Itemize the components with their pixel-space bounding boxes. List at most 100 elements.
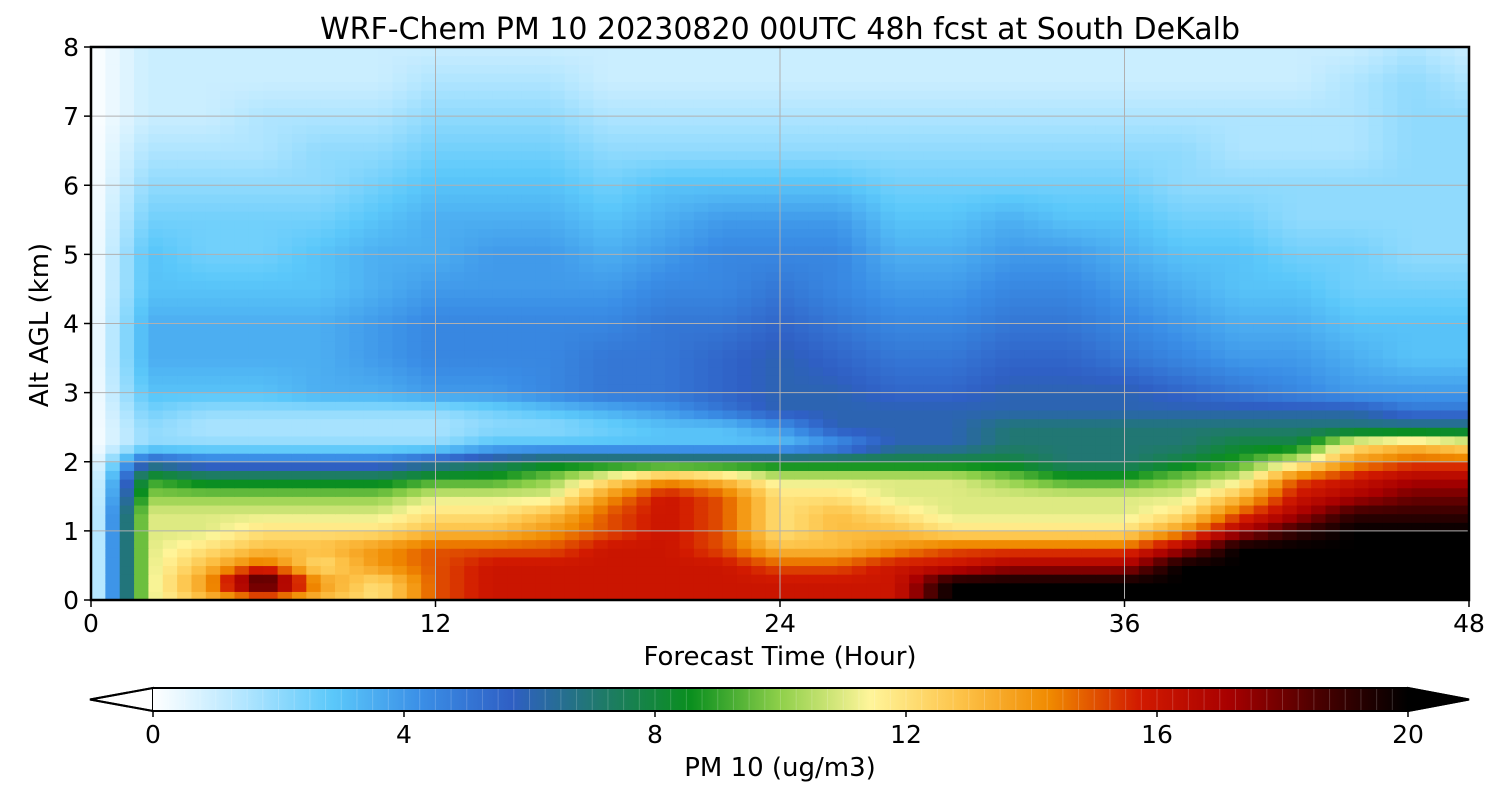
heatmap-cell <box>378 332 394 342</box>
heatmap-cell <box>665 219 681 230</box>
heatmap-cell <box>320 392 336 402</box>
heatmap-cell <box>866 306 882 316</box>
heatmap-cell <box>1095 211 1111 221</box>
heatmap-cell <box>1296 504 1312 515</box>
heatmap-cell <box>909 409 925 420</box>
heatmap-cell <box>1440 375 1456 385</box>
heatmap-cell <box>909 418 925 428</box>
heatmap-cell <box>952 392 968 402</box>
heatmap-cell <box>148 513 164 523</box>
heatmap-cell <box>1196 418 1212 428</box>
heatmap-cell <box>794 254 810 264</box>
heatmap-cell <box>1339 332 1355 342</box>
heatmap-cell <box>363 150 379 160</box>
heatmap-cell <box>1382 193 1398 204</box>
heatmap-cell <box>435 504 451 515</box>
heatmap-cell <box>708 470 724 480</box>
heatmap-cell <box>722 401 738 411</box>
heatmap-cell <box>1397 280 1413 290</box>
heatmap-cell <box>837 487 853 497</box>
heatmap-cell <box>1311 245 1327 255</box>
heatmap-cell <box>1397 288 1413 299</box>
heatmap-cell <box>1268 280 1283 290</box>
heatmap-cell <box>1339 219 1355 230</box>
heatmap-cell <box>722 193 738 204</box>
heatmap-cell <box>823 254 839 264</box>
heatmap-cell <box>1038 366 1054 376</box>
heatmap-cell <box>780 263 795 273</box>
heatmap-cell <box>521 185 537 195</box>
heatmap-cell <box>435 530 451 541</box>
heatmap-cell <box>1440 254 1456 264</box>
heatmap-cell <box>406 254 422 264</box>
heatmap-cell <box>880 340 896 351</box>
heatmap-cell <box>320 548 336 558</box>
heatmap-cell <box>162 591 178 600</box>
heatmap-cell <box>421 254 437 264</box>
heatmap-cell <box>148 539 164 549</box>
heatmap-cell <box>736 435 752 446</box>
heatmap-cell <box>1210 349 1226 359</box>
heatmap-cell <box>1124 444 1140 454</box>
heatmap-cell <box>1009 375 1025 385</box>
heatmap-cell <box>406 427 422 437</box>
heatmap-cell <box>579 237 594 247</box>
heatmap-cell <box>406 340 422 351</box>
heatmap-cell <box>148 504 164 515</box>
heatmap-cell <box>679 288 695 299</box>
heatmap-cell <box>191 297 207 307</box>
heatmap-cell <box>780 332 795 342</box>
heatmap-cell <box>378 504 394 515</box>
heatmap-cell <box>837 202 853 212</box>
heatmap-cell <box>1124 193 1140 204</box>
heatmap-cell <box>1067 167 1083 178</box>
heatmap-cell <box>134 582 150 592</box>
heatmap-cell <box>1124 582 1140 592</box>
heatmap-cell <box>751 263 767 273</box>
heatmap-cell <box>837 539 853 549</box>
heatmap-cell <box>1454 453 1469 463</box>
heatmap-cell <box>1354 522 1370 532</box>
heatmap-cell <box>464 185 480 195</box>
heatmap-cell <box>837 444 853 454</box>
heatmap-cell <box>708 228 724 238</box>
heatmap-cell <box>205 461 221 471</box>
heatmap-cell <box>1210 453 1226 463</box>
heatmap-cell <box>579 323 594 333</box>
heatmap-cell <box>421 548 437 558</box>
heatmap-cell <box>1368 185 1384 195</box>
heatmap-cell <box>708 522 724 532</box>
heatmap-cell <box>162 280 178 290</box>
heatmap-cell <box>1325 219 1341 230</box>
heatmap-cell <box>1081 150 1097 160</box>
heatmap-cell <box>1081 202 1097 212</box>
heatmap-cell <box>1253 582 1269 592</box>
heatmap-cell <box>952 159 968 169</box>
heatmap-cell <box>1425 263 1441 273</box>
heatmap-cell <box>1239 470 1255 480</box>
heatmap-cell <box>248 461 264 471</box>
heatmap-cell <box>1196 332 1212 342</box>
heatmap-cell <box>693 453 709 463</box>
heatmap-cell <box>134 522 150 532</box>
heatmap-cell <box>708 271 724 281</box>
heatmap-cell <box>277 522 293 532</box>
heatmap-cell <box>306 409 322 420</box>
heatmap-cell <box>335 358 350 368</box>
heatmap-cell <box>1196 159 1212 169</box>
heatmap-cell <box>1095 392 1111 402</box>
heatmap-cell <box>679 228 695 238</box>
heatmap-cell <box>1196 245 1212 255</box>
heatmap-cell <box>1411 271 1427 281</box>
heatmap-cell <box>650 167 666 178</box>
heatmap-cell <box>148 375 164 385</box>
heatmap-cell <box>794 461 810 471</box>
heatmap-cell <box>406 479 422 489</box>
heatmap-cell <box>263 392 279 402</box>
heatmap-cell <box>1354 340 1370 351</box>
heatmap-cell <box>550 539 566 549</box>
heatmap-cell <box>1368 245 1384 255</box>
heatmap-cell <box>966 323 982 333</box>
heatmap-cell <box>1009 461 1025 471</box>
heatmap-cell <box>564 271 580 281</box>
